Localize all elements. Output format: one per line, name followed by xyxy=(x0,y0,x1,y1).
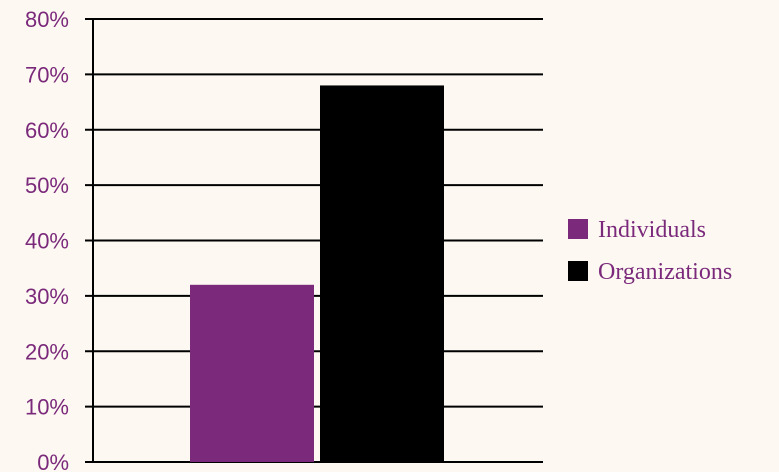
bars xyxy=(190,85,444,462)
y-tick-label: 10% xyxy=(25,395,69,420)
bar-organizations xyxy=(320,85,444,462)
y-tick-labels: 0% 10% 20% 30% 40% 50% 60% 70% 80% xyxy=(25,7,69,472)
y-tick-label: 30% xyxy=(25,284,69,309)
legend-swatch-individuals xyxy=(568,219,588,239)
y-tick-label: 60% xyxy=(25,118,69,143)
bar-individuals xyxy=(190,284,314,462)
legend-label-organizations: Organizations xyxy=(598,259,732,285)
y-tick-label: 40% xyxy=(25,229,69,254)
y-tick-label: 80% xyxy=(25,7,69,32)
y-tick-label: 70% xyxy=(25,62,69,87)
y-tick-label: 0% xyxy=(37,450,69,472)
y-tick-label: 20% xyxy=(25,339,69,364)
legend: Individuals Organizations xyxy=(568,217,732,285)
legend-label-individuals: Individuals xyxy=(598,217,706,243)
legend-swatch-organizations xyxy=(568,261,588,281)
gridlines xyxy=(85,18,543,463)
y-tick-label: 50% xyxy=(25,173,69,198)
